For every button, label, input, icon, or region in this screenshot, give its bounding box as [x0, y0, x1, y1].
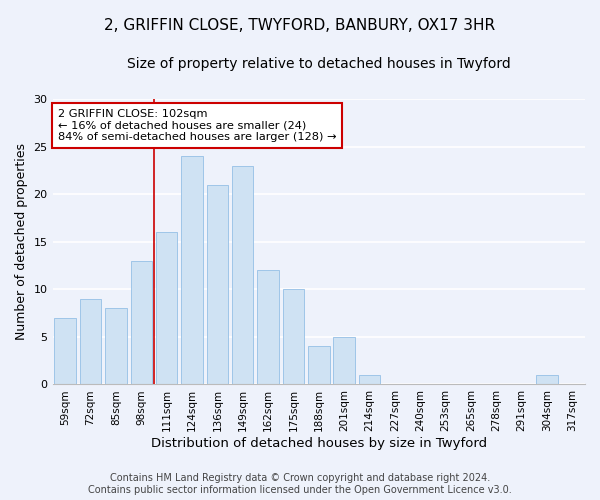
Text: 2 GRIFFIN CLOSE: 102sqm
← 16% of detached houses are smaller (24)
84% of semi-de: 2 GRIFFIN CLOSE: 102sqm ← 16% of detache… [58, 109, 337, 142]
Bar [359, 375, 380, 384]
Bar [536, 375, 558, 384]
Bar [283, 290, 304, 384]
Bar [232, 166, 253, 384]
Bar [181, 156, 203, 384]
Title: Size of property relative to detached houses in Twyford: Size of property relative to detached ho… [127, 58, 511, 71]
Bar [131, 261, 152, 384]
Text: Contains HM Land Registry data © Crown copyright and database right 2024.
Contai: Contains HM Land Registry data © Crown c… [88, 474, 512, 495]
Bar [55, 318, 76, 384]
Y-axis label: Number of detached properties: Number of detached properties [15, 144, 28, 340]
Bar [105, 308, 127, 384]
Text: 2, GRIFFIN CLOSE, TWYFORD, BANBURY, OX17 3HR: 2, GRIFFIN CLOSE, TWYFORD, BANBURY, OX17… [104, 18, 496, 32]
Bar [206, 184, 228, 384]
Bar [308, 346, 329, 385]
Bar [257, 270, 279, 384]
Bar [156, 232, 178, 384]
X-axis label: Distribution of detached houses by size in Twyford: Distribution of detached houses by size … [151, 437, 487, 450]
Bar [80, 299, 101, 384]
Bar [334, 337, 355, 384]
